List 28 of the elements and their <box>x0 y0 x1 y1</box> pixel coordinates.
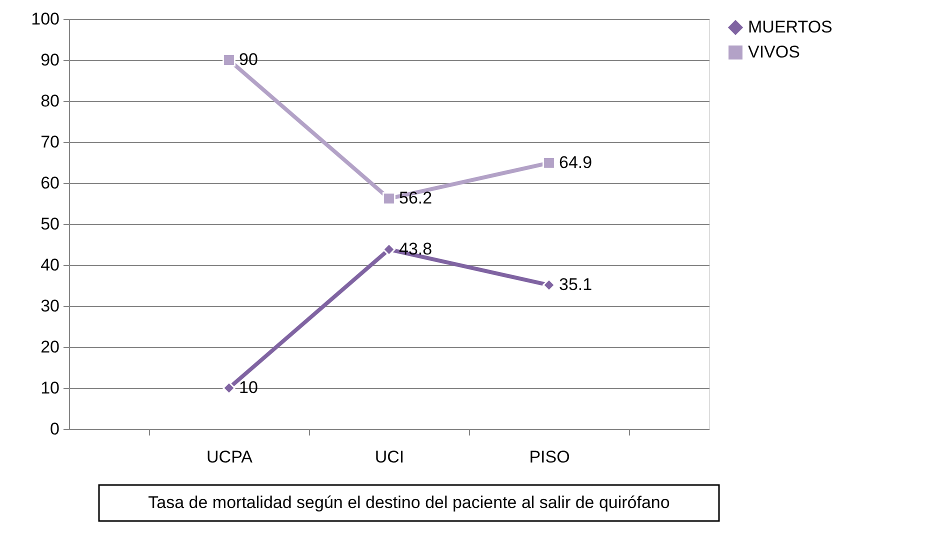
legend-label: VIVOS <box>748 42 800 62</box>
data-label: 56.2 <box>399 188 432 208</box>
point <box>222 54 236 66</box>
legend-label: MUERTOS <box>748 18 832 36</box>
data-label: 35.1 <box>559 275 592 294</box>
point <box>382 242 396 256</box>
y-tick-label: 50 <box>40 214 60 234</box>
data-label: 43.8 <box>399 239 432 258</box>
y-tick-label: 0 <box>50 420 60 438</box>
y-tick-label: 100 <box>31 10 60 28</box>
data-label: 90 <box>239 50 258 69</box>
point <box>542 278 556 292</box>
y-tick-label: 90 <box>40 50 60 70</box>
y-tick-label: 10 <box>40 378 60 398</box>
point <box>542 156 556 170</box>
y-tick-label: 20 <box>40 338 60 356</box>
text: Tasa de mortalidad según el destino del paciente al salir de quirófano <box>148 493 670 512</box>
point <box>382 192 396 206</box>
data-label: 64.9 <box>559 152 592 172</box>
y-tick-label: 40 <box>40 256 60 274</box>
y-tick-label: 80 <box>40 92 60 110</box>
y-tick-label: 70 <box>40 132 60 152</box>
y-tick-label: 30 <box>40 296 60 316</box>
y-tick-label: 60 <box>40 174 60 192</box>
data-label: 10 <box>239 378 258 397</box>
x-tick-label: UCI <box>374 448 404 466</box>
x-tick-label: UCPA <box>206 448 254 466</box>
x-tick-label: PISO <box>529 448 570 466</box>
